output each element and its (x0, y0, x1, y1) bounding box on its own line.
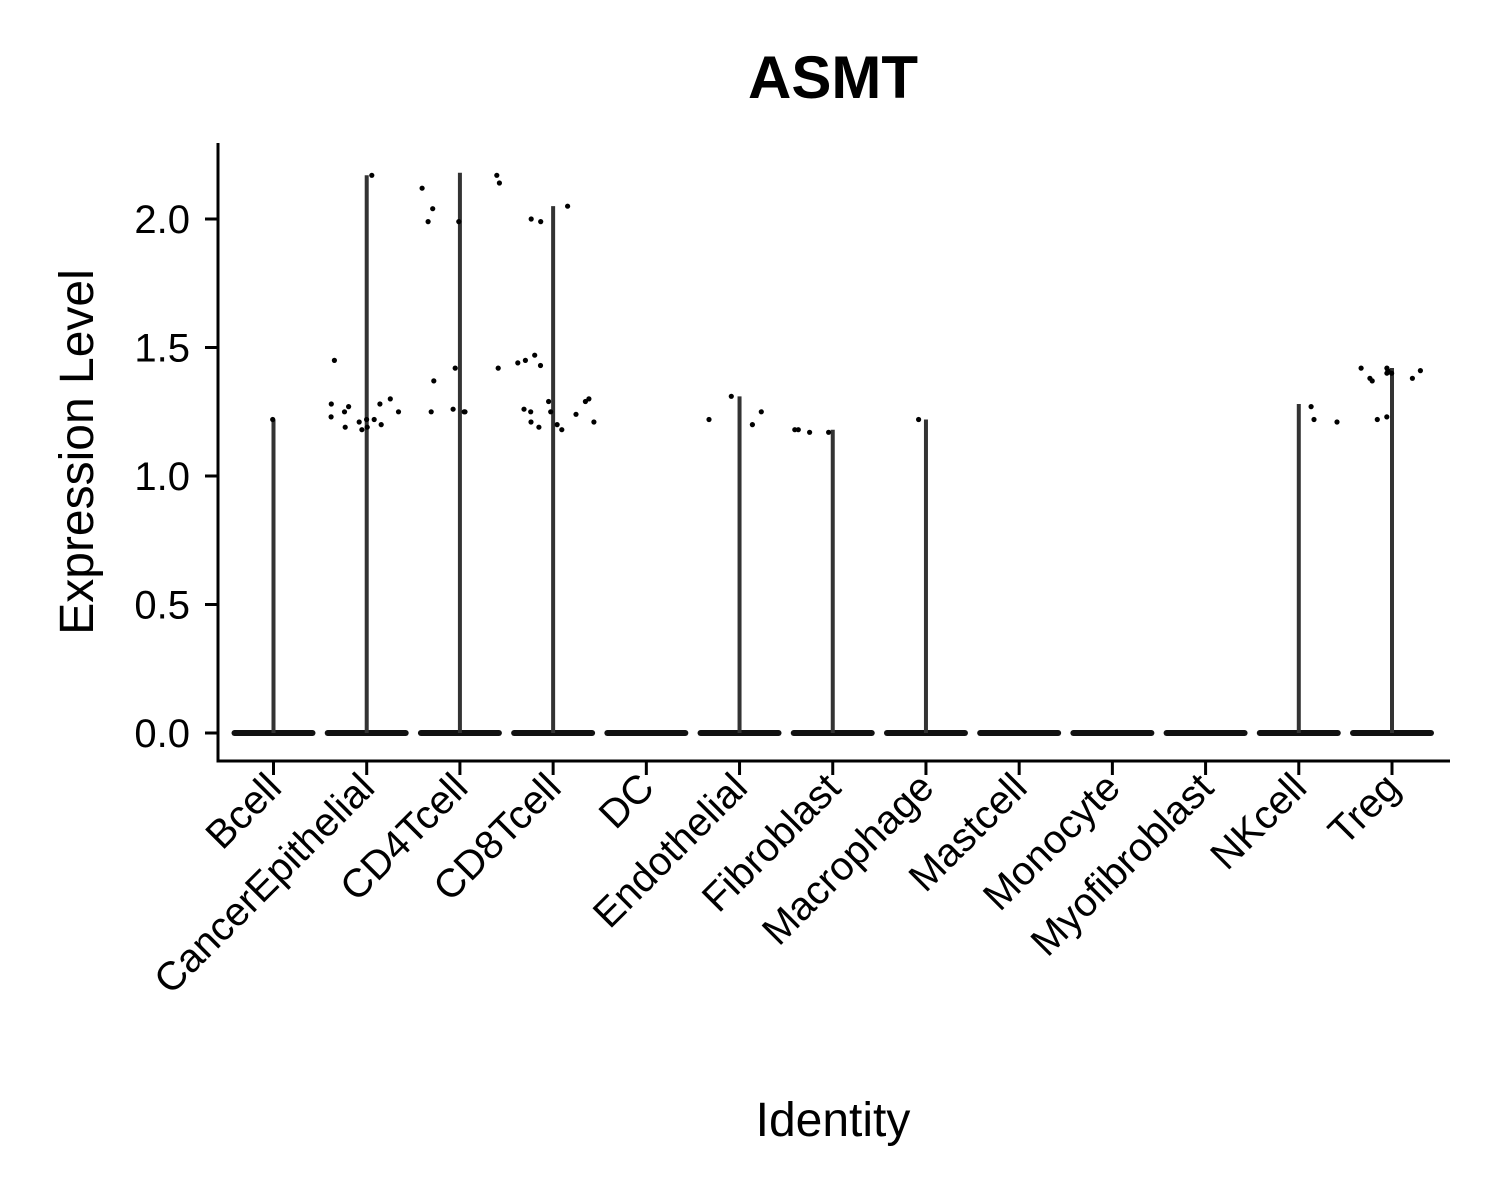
data-point (528, 409, 534, 415)
data-point (378, 422, 384, 428)
data-point (496, 180, 502, 186)
data-point (346, 404, 352, 410)
data-point (548, 409, 554, 415)
data-point (371, 416, 377, 423)
data-point (331, 357, 337, 363)
data-point (1384, 414, 1390, 420)
data-point (419, 185, 425, 191)
data-point (916, 416, 922, 423)
data-point (356, 419, 362, 425)
plot-area (231, 172, 1434, 736)
data-point (364, 424, 370, 430)
data-point (1389, 370, 1395, 376)
data-point (565, 203, 571, 209)
y-axis-ticks: 0.0 0.5 1.0 1.5 2.0 (134, 198, 218, 756)
data-point (430, 206, 436, 212)
violin-zero-band (1070, 730, 1155, 736)
data-point (428, 409, 434, 415)
data-point (546, 398, 552, 405)
data-point (591, 419, 597, 425)
data-point (431, 378, 437, 384)
data-point (425, 219, 431, 225)
y-tick-label: 1.0 (134, 455, 190, 499)
data-point (1358, 365, 1364, 371)
data-point (1311, 416, 1317, 423)
data-point (1384, 365, 1390, 371)
data-point (758, 409, 764, 415)
data-point (377, 401, 383, 407)
chart-title: ASMT (748, 44, 918, 111)
data-point (792, 427, 798, 433)
data-point (342, 424, 348, 430)
data-point (450, 406, 456, 412)
data-point (1417, 368, 1423, 374)
y-tick-label: 1.5 (134, 327, 190, 371)
data-point (364, 416, 370, 423)
data-point (582, 398, 589, 405)
data-point (395, 409, 402, 415)
data-point (494, 172, 500, 178)
x-tick-label: DC (591, 765, 663, 837)
x-tick-label: Treg (1320, 765, 1408, 853)
data-point (532, 352, 538, 358)
violin-zero-band (1163, 730, 1248, 736)
data-point (521, 406, 527, 412)
data-point (573, 411, 579, 417)
data-point (495, 365, 501, 371)
data-point (522, 357, 529, 363)
data-point (341, 409, 348, 415)
data-point (515, 360, 521, 366)
data-point (328, 414, 334, 420)
x-tick-label: NKcell (1202, 765, 1315, 878)
data-point (456, 219, 462, 225)
y-tick-label: 0.5 (134, 584, 190, 628)
y-axis-title: Expression Level (51, 269, 104, 635)
data-point (1374, 416, 1380, 423)
y-tick-label: 2.0 (134, 198, 190, 242)
data-point (270, 416, 276, 423)
violin-zero-band (604, 730, 689, 736)
data-point (1409, 375, 1415, 381)
data-point (1308, 404, 1314, 410)
data-point (528, 419, 534, 425)
y-tick-label: 0.0 (134, 712, 190, 756)
data-point (387, 396, 393, 402)
data-point (328, 401, 334, 407)
data-point (1334, 419, 1340, 425)
data-point (807, 429, 813, 435)
data-point (528, 216, 534, 222)
data-point (536, 424, 542, 430)
data-point (749, 422, 756, 428)
data-point (537, 362, 544, 369)
data-point (706, 416, 712, 423)
data-point (554, 422, 560, 428)
data-point (369, 172, 375, 178)
data-point (559, 427, 565, 433)
data-point (826, 429, 832, 435)
data-point (538, 219, 544, 225)
data-point (461, 409, 467, 415)
data-point (1367, 375, 1373, 381)
violin-zero-band (977, 730, 1062, 736)
data-point (359, 427, 365, 433)
data-point (728, 393, 734, 399)
x-axis-title: Identity (756, 1094, 911, 1147)
data-point (452, 365, 458, 371)
